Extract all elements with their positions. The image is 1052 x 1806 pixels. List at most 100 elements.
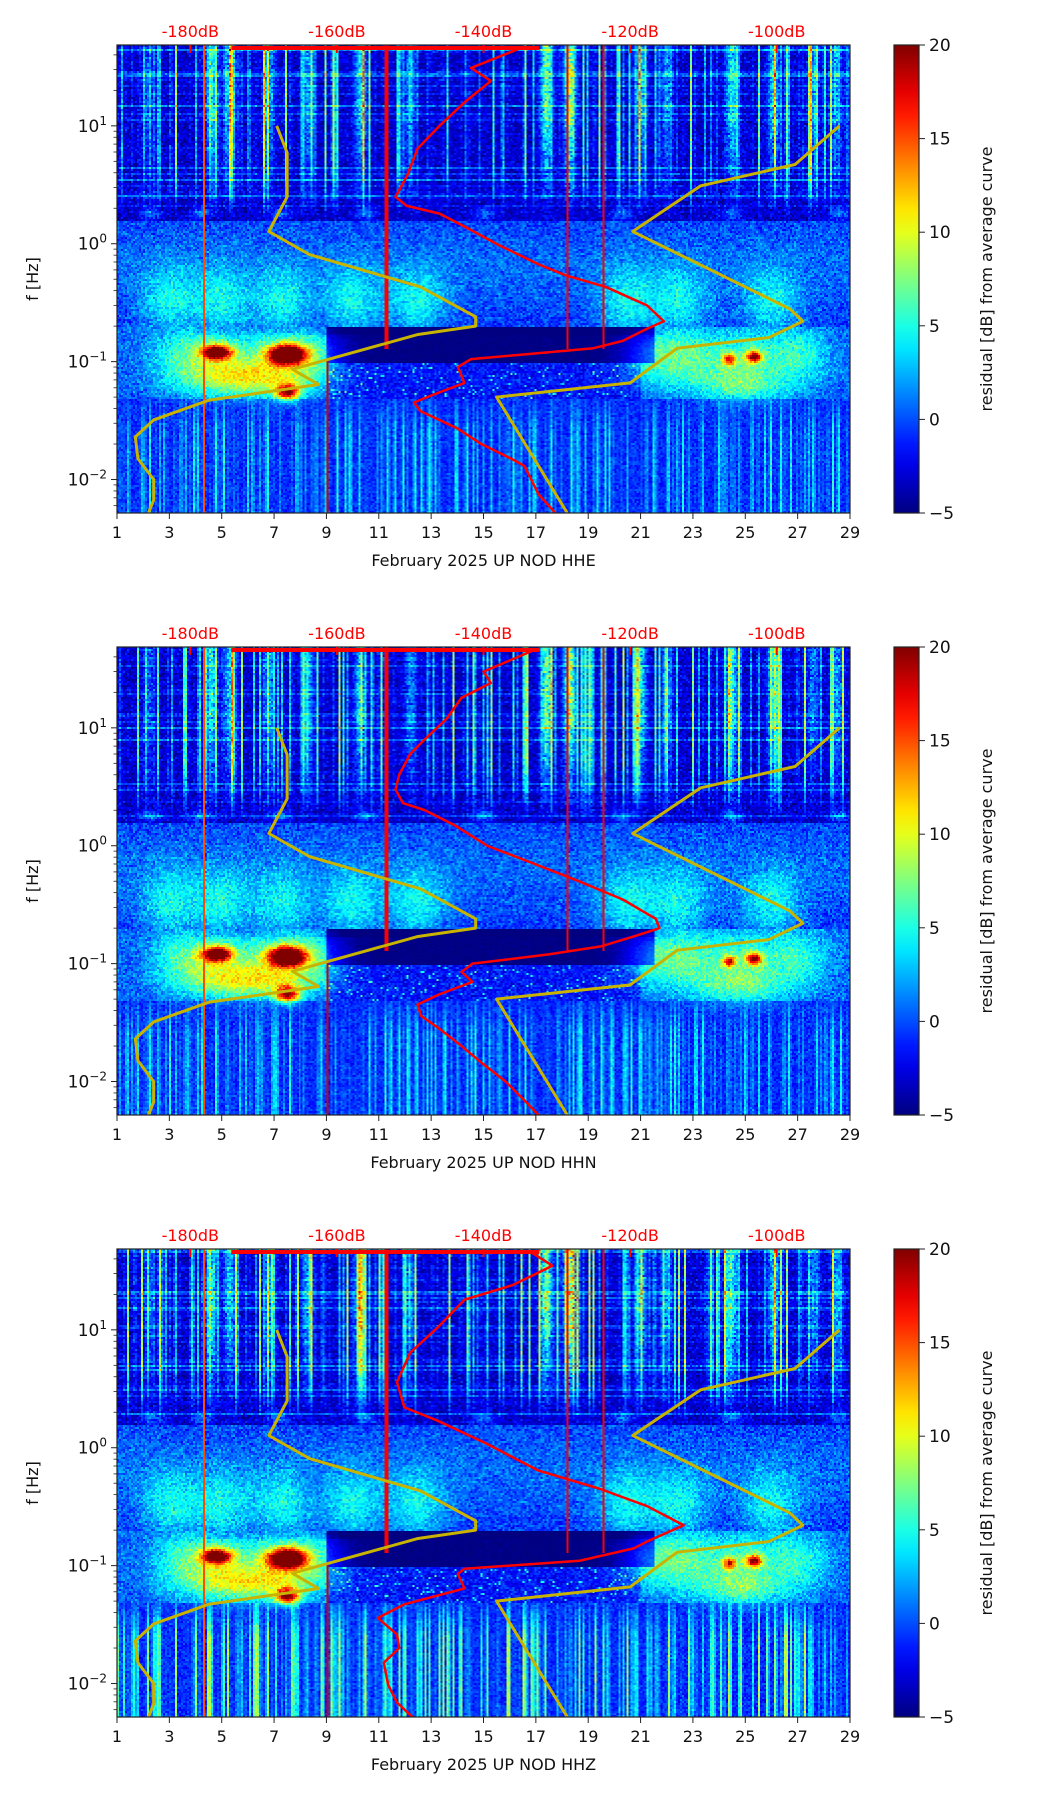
- y-tick-base: 10: [78, 117, 100, 137]
- top-db-label: -120dB: [601, 624, 658, 643]
- top-db-label: -180dB: [162, 22, 219, 41]
- yellow-curve-1: [133, 727, 478, 1115]
- x-tick-label: 7: [269, 1125, 279, 1144]
- spectrogram-panel-hhn: 1 3 5 7 9 11 13 15 17 19 21 23 25 27 29 February 2025 U…: [0, 602, 1052, 1204]
- top-db-label: -160dB: [308, 1226, 365, 1245]
- spectrogram-panel-hhz: 1 3 5 7 9 11 13 15 17 19 21 23 25 27 29 February 2025 U…: [0, 1204, 1052, 1806]
- y-tick-label: 10−2: [68, 1672, 107, 1695]
- x-tick-label: 21: [630, 523, 650, 542]
- colorbar-tick-label: 10: [929, 825, 951, 845]
- y-axis-label: f [Hz]: [23, 257, 42, 301]
- y-tick-label: 100: [78, 1436, 107, 1459]
- colorbar-tick-label: 15: [929, 130, 951, 150]
- colorbar-tick-label: 10: [929, 223, 951, 243]
- x-tick-label: 1: [112, 1125, 122, 1144]
- top-db-label: -120dB: [601, 1226, 658, 1245]
- plot-frame: [116, 44, 851, 514]
- y-axis-label: f [Hz]: [23, 1461, 42, 1505]
- colorbar: [893, 44, 920, 514]
- top-db-label: -100dB: [748, 22, 805, 41]
- plot-frame: [116, 1248, 851, 1718]
- y-tick-exponent: −2: [89, 1070, 107, 1084]
- x-tick-label: 17: [526, 1125, 546, 1144]
- x-tick-label: 17: [526, 1727, 546, 1746]
- x-tick-label: 7: [269, 1727, 279, 1746]
- y-tick-exponent: 0: [99, 232, 107, 246]
- y-tick-base: 10: [68, 955, 90, 975]
- x-tick-label: 29: [840, 523, 860, 542]
- y-tick-label: 10−1: [68, 952, 107, 975]
- colorbar-label: residual [dB] from average curve: [977, 147, 996, 412]
- colorbar-tick-label: 20: [929, 638, 951, 658]
- x-tick-label: 17: [526, 523, 546, 542]
- red-psd-curve: [394, 648, 661, 1115]
- yellow-curve-2: [495, 1328, 841, 1717]
- x-tick-label: 23: [683, 1125, 703, 1144]
- x-tick-label: 25: [735, 1727, 755, 1746]
- x-tick-label: 7: [269, 523, 279, 542]
- y-tick-base: 10: [68, 1073, 90, 1093]
- curves-layer: [133, 648, 841, 1115]
- y-tick-label: 101: [78, 1318, 107, 1341]
- y-tick-base: 10: [78, 235, 100, 255]
- y-tick-base: 10: [68, 1557, 90, 1577]
- y-tick-exponent: 1: [99, 1318, 107, 1332]
- y-tick-label: 10−1: [68, 350, 107, 373]
- y-tick-base: 10: [78, 837, 100, 857]
- x-tick-label: 3: [164, 1125, 174, 1144]
- y-tick-exponent: −1: [89, 952, 107, 966]
- plot-frame: [116, 646, 851, 1116]
- y-tick-base: 10: [68, 1675, 90, 1695]
- x-tick-label: 27: [787, 523, 807, 542]
- x-tick-label: 5: [217, 1125, 227, 1144]
- colorbar-tick-label: 0: [929, 1614, 940, 1634]
- x-tick-label: 13: [421, 1125, 441, 1144]
- y-tick-exponent: 1: [99, 114, 107, 128]
- y-tick-label: 10−1: [68, 1554, 107, 1577]
- x-tick-label: 25: [735, 523, 755, 542]
- x-tick-label: 3: [164, 1727, 174, 1746]
- x-tick-label: 11: [369, 523, 389, 542]
- top-db-label: -180dB: [162, 1226, 219, 1245]
- y-tick-label: 101: [78, 114, 107, 137]
- x-axis-label: February 2025 UP NOD HHN: [370, 1153, 596, 1172]
- colorbar-tick-label: 20: [929, 1240, 951, 1260]
- x-tick-label: 1: [112, 523, 122, 542]
- colorbar-tick-label: 5: [929, 317, 940, 337]
- y-tick-label: 100: [78, 232, 107, 255]
- x-tick-label: 29: [840, 1125, 860, 1144]
- top-db-label: -140dB: [455, 1226, 512, 1245]
- y-tick-label: 10−2: [68, 1070, 107, 1093]
- spectrogram-panel-hhe: 1 3 5 7 9 11 13 15 17 19 21 23 25 27 29 February 2025 U…: [0, 0, 1052, 602]
- colorbar-tick-label: 5: [929, 1521, 940, 1541]
- y-tick-exponent: 1: [99, 716, 107, 730]
- x-tick-label: 5: [217, 1727, 227, 1746]
- x-tick-label: 3: [164, 523, 174, 542]
- y-tick-exponent: −1: [89, 350, 107, 364]
- top-db-label: -160dB: [308, 22, 365, 41]
- x-tick-label: 25: [735, 1125, 755, 1144]
- top-db-label: -120dB: [601, 22, 658, 41]
- x-tick-label: 29: [840, 1727, 860, 1746]
- x-tick-label: 9: [321, 523, 331, 542]
- colorbar-tick-label: −5: [929, 1708, 954, 1728]
- x-tick-label: 11: [369, 1125, 389, 1144]
- y-tick-exponent: 0: [99, 1436, 107, 1450]
- top-db-label: -140dB: [455, 22, 512, 41]
- x-tick-label: 15: [473, 1125, 493, 1144]
- y-axis-label: f [Hz]: [23, 859, 42, 903]
- x-tick-label: 9: [321, 1727, 331, 1746]
- top-db-label: -160dB: [308, 624, 365, 643]
- y-tick-base: 10: [78, 1439, 100, 1459]
- colorbar-tick-label: 0: [929, 1012, 940, 1032]
- x-tick-label: 27: [787, 1125, 807, 1144]
- colorbar: [893, 1248, 920, 1718]
- colorbar: [893, 646, 920, 1116]
- x-tick-label: 19: [578, 523, 598, 542]
- colorbar-tick-label: −5: [929, 504, 954, 524]
- top-db-label: -100dB: [748, 1226, 805, 1245]
- yellow-curve-2: [495, 726, 841, 1115]
- curves-layer: [133, 46, 841, 513]
